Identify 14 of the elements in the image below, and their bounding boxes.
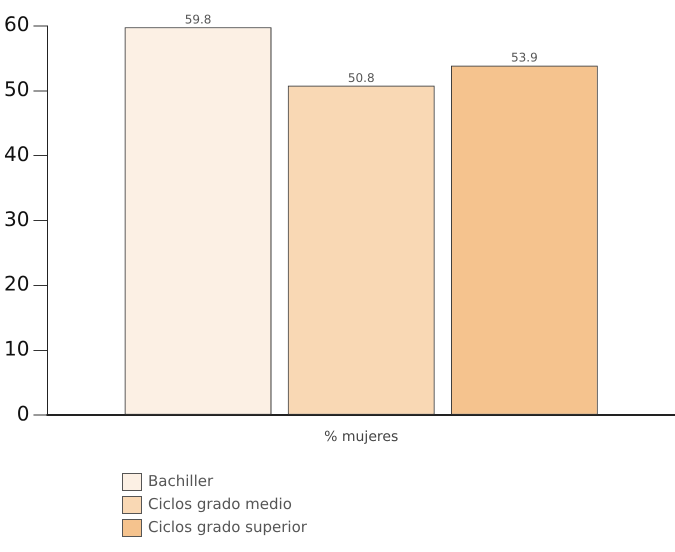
y-tick-label: 60	[4, 12, 30, 36]
data-label: 50.8	[348, 70, 375, 85]
x-tick-label: % mujeres	[324, 429, 398, 446]
data-label: 59.8	[184, 12, 212, 26]
data-label: 53.9	[511, 50, 538, 65]
y-tick-label: 30	[4, 206, 30, 231]
y-tick-label: 20	[4, 272, 30, 296]
legend-label: Bachiller	[148, 471, 214, 492]
y-tick-label: 40	[4, 142, 30, 166]
y-tick-label: 50	[4, 77, 30, 102]
legend-label: Ciclos grado superior	[148, 517, 307, 538]
legend-label: Ciclos grado medio	[148, 494, 292, 515]
y-tick-label: 0	[16, 401, 30, 426]
y-tick-label: 10	[4, 336, 30, 361]
